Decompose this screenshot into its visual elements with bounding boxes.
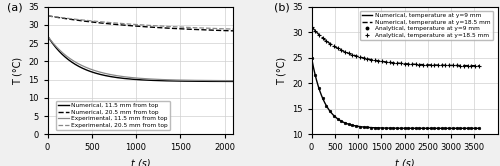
Y-axis label: T (°C): T (°C): [12, 56, 22, 85]
X-axis label: t (s): t (s): [130, 158, 150, 166]
Text: (b): (b): [274, 3, 290, 13]
Y-axis label: T (°C): T (°C): [276, 56, 286, 85]
Legend: Numerical, temperature at y=9 mm, Numerical, temperature at y=18.5 mm, Analytica: Numerical, temperature at y=9 mm, Numeri…: [360, 11, 492, 40]
X-axis label: t (s): t (s): [394, 158, 414, 166]
Legend: Numerical, 11.5 mm from top, Numerical, 20.5 mm from top, Experimental, 11.5 mm : Numerical, 11.5 mm from top, Numerical, …: [56, 101, 170, 130]
Text: (a): (a): [6, 3, 22, 13]
